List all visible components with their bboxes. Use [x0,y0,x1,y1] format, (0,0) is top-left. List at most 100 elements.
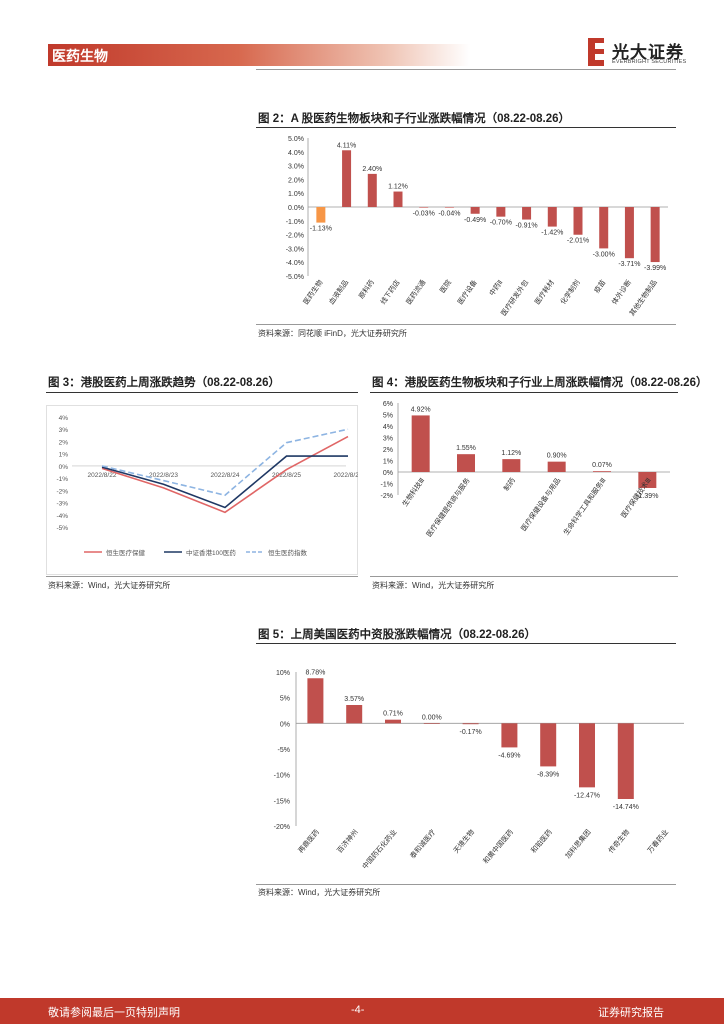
header-rule [256,69,676,70]
bar [579,723,595,788]
bar [617,723,634,799]
data-label: 2.40% [362,166,382,173]
category-label: 医疗保健提供商与服务 [424,476,472,539]
y-tick-label: -5% [278,747,290,754]
category-label: 疫苗 [592,278,607,295]
category-label: 医药生物 [301,278,324,306]
bar [307,678,324,724]
y-tick-label: -15% [274,798,290,805]
data-label: -0.04% [438,211,460,218]
figure2-title: 图 2：A 股医药生物板块和子行业涨跌幅情况（08.22-08.26） [258,113,571,125]
y-tick-label: -2% [381,493,393,500]
data-label: -12.47% [574,792,600,799]
y-tick-label: -3% [56,501,68,508]
y-tick-label: 4% [59,415,69,422]
data-label: -3.71% [618,261,640,268]
section-title: 医药生物 [52,48,108,64]
data-label: -4.69% [498,752,520,759]
y-tick-label: 5% [383,413,393,420]
footer-bar [0,998,724,1024]
figure2-source: 资料来源：同花顺 iFinD，光大证券研究所 [258,329,407,338]
data-label: -0.91% [515,223,537,230]
data-label: -1.42% [541,230,563,237]
bar [423,723,440,724]
y-tick-label: 0% [59,464,69,471]
data-label: 1.55% [456,445,476,452]
bar [367,173,377,207]
bar [547,207,557,227]
bar [462,723,479,725]
x-tick-label: 2022/8/23 [149,472,178,479]
bar [599,207,609,249]
logo-mark-icon [588,38,604,66]
category-label: 医院 [438,278,453,295]
bar [650,207,660,263]
data-label: 4.92% [411,406,431,413]
figure4-title: 图 4：港股医药生物板块和子行业上周涨跌幅情况（08.22-08.26） [372,377,708,389]
figure2-title-rule [256,127,676,128]
bar [624,207,634,259]
category-label: 生物科技Ⅲ [400,476,426,508]
data-label: 8.78% [305,669,325,676]
data-label: 0.90% [547,453,567,460]
bar [342,150,352,207]
category-label: 制药 [502,476,517,493]
category-label: 体外诊断 [610,278,633,306]
bar [573,207,583,235]
figure5-title: 图 5：上周美国医药中资股涨跌幅情况（08.22-08.26） [258,629,536,641]
footer-page-number: -4- [351,1004,365,1016]
logo-name-cn: 光大证券 [612,43,684,62]
y-tick-label: 1% [383,459,393,466]
category-label: 医药流通 [404,278,427,306]
data-label: 4.11% [337,142,356,149]
bar [540,723,557,767]
bar [522,207,532,220]
figure4-source: 资料来源：Wind，光大证券研究所 [372,581,495,590]
category-label: 原料药 [357,278,376,300]
brand-logo: 光大证券 EVERBRIGHT SECURITIES [588,38,688,68]
y-tick-label: 4.0% [288,150,304,157]
y-tick-label: 3% [383,436,393,443]
y-tick-label: -5.0% [286,274,304,281]
data-label: -3.00% [593,251,615,258]
category-label: 血液制品 [327,278,350,306]
data-label: -14.74% [613,804,639,811]
figure4-source-rule [370,576,678,577]
x-tick-label: 2022/8/25 [272,472,301,479]
logo-name-en: EVERBRIGHT SECURITIES [612,59,687,65]
series-line [101,428,349,497]
category-label: 加科思集团 [563,828,592,861]
data-label: -0.49% [464,217,486,224]
bar [385,719,401,724]
category-label: 线下药店 [378,278,401,306]
category-label: 医疗耗材 [532,278,555,306]
category-label: 万春药业 [645,828,670,855]
y-tick-label: -1% [56,476,68,483]
x-tick-label: 2022/8/22 [88,472,117,479]
y-tick-label: -2% [56,488,68,495]
category-label: 生命科学工具和服务Ⅲ [561,476,607,537]
category-label: 和铂医药 [529,828,554,855]
data-label: -0.70% [490,220,512,227]
figure3-source: 资料来源：Wind，光大证券研究所 [48,581,171,590]
series-line [101,455,348,509]
data-label: -0.17% [460,729,482,736]
bar [470,207,480,214]
y-tick-label: -1% [381,482,393,489]
y-tick-label: 0% [383,470,393,477]
y-tick-label: 10% [276,670,290,677]
y-tick-label: 5% [280,696,290,703]
chart-frame [46,405,358,575]
y-tick-label: 2% [59,439,69,446]
figure4-chart: 6% 5% 4% 3% 2% 1% 0% -1% -2% 4.92% 生物科技Ⅲ 1.55% 医疗保健提… [381,401,670,539]
figure3-chart: 4% 3% 2% 1% 0% -1% -2% -3% -4% -5% 2022/8/22 2022/8… [46,405,358,575]
y-tick-label: -3.0% [286,246,304,253]
category-label: 传奇生物 [606,828,631,855]
y-tick-label: -20% [274,824,290,831]
x-tick-label: 2022/8/26 [334,472,358,479]
footer-disclaimer: 敬请参阅最后一页特别声明 [48,1007,180,1019]
figure2-source-rule [256,324,676,325]
category-label: 医疗设备 [455,278,478,306]
bar [547,461,566,472]
